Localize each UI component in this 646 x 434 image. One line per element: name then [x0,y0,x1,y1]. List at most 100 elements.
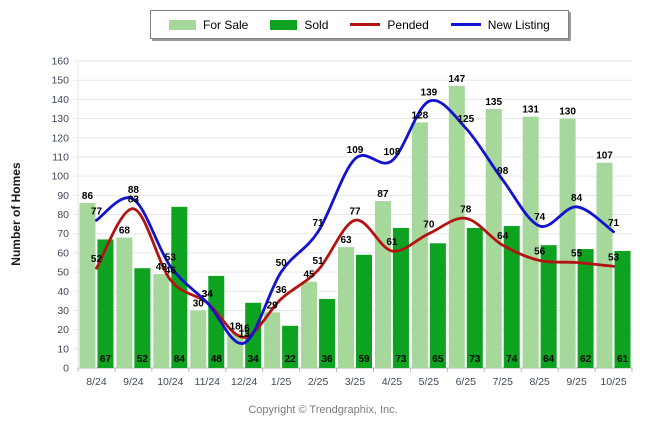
sold-value-label: 73 [395,354,407,365]
sold-value-label: 62 [580,354,592,365]
pended-value-label: 52 [91,254,103,265]
legend-label-sold: Sold [304,17,329,32]
new-listing-line [95,98,615,345]
x-tick-label: 9/24 [123,376,144,388]
bar-sold [134,268,151,368]
y-tick-label: 140 [51,94,69,106]
new-listing-value-label: 109 [347,145,364,156]
x-tick-label: 10/25 [600,376,626,388]
sold-value-label: 64 [543,354,555,365]
x-tick-label: 4/25 [382,376,403,388]
bar-sold [503,226,520,368]
sold-value-label: 48 [211,354,223,365]
bar-for-sale [153,273,170,368]
bar-sold [392,227,409,368]
new-listing-value-label: 125 [457,114,474,125]
sold-value-label: 74 [506,354,518,365]
pended-value-label: 53 [608,252,620,263]
for-sale-value-label: 45 [304,270,316,281]
bar-sold [614,250,631,368]
bar-for-sale [264,312,281,368]
for-sale-value-label: 130 [559,107,576,118]
y-tick-label: 20 [57,324,69,336]
for-sale-value-label: 30 [193,298,205,309]
chart-legend: For Sale Sold Pended New Listing [150,10,569,39]
x-tick-label: 6/25 [456,376,477,388]
new-listing-value-label: 71 [608,218,620,229]
pended-value-label: 34 [202,289,214,300]
y-tick-label: 130 [51,113,69,125]
bar-for-sale [79,202,96,368]
sold-swatch-icon [270,19,298,30]
bar-sold [466,227,483,368]
y-tick-label: 120 [51,132,69,144]
pended-value-label: 78 [460,204,472,215]
y-tick-label: 0 [63,363,69,375]
bar-for-sale [522,116,539,368]
new-listing-value-label: 50 [276,258,288,269]
bar-for-sale [338,247,354,368]
for-sale-value-label: 49 [156,262,168,273]
new-listing-value-label: 13 [239,329,251,340]
y-tick-label: 100 [51,171,69,183]
x-tick-label: 5/25 [419,376,440,388]
bar-for-sale [374,201,391,368]
x-tick-label: 8/24 [86,376,107,388]
pended-value-label: 64 [497,231,509,242]
for-sale-value-label: 68 [119,226,131,237]
y-tick-label: 10 [57,343,69,355]
sold-value-label: 65 [432,354,444,365]
y-tick-label: 160 [51,56,69,68]
bar-sold [356,254,372,368]
sold-value-label: 67 [100,354,112,365]
bar-sold [97,239,114,368]
legend-label-for-sale: For Sale [203,17,249,32]
y-axis-title: Number of Homes [9,162,23,266]
new-listing-line-icon [450,23,481,26]
for-sale-value-label: 87 [377,189,389,200]
for-sale-value-label: 18 [230,321,242,332]
pended-value-label: 55 [571,248,583,259]
pended-value-label: 83 [128,195,140,206]
pended-value-label: 56 [534,247,546,258]
legend-item-new-listing: New Listing [450,17,550,32]
bar-for-sale [190,310,207,368]
bar-sold [577,249,594,368]
x-tick-label: 1/25 [271,376,292,388]
y-tick-label: 90 [57,190,69,202]
pended-value-label: 61 [386,237,398,248]
pended-value-label: 70 [423,220,435,231]
y-tick-label: 110 [52,151,69,163]
sold-value-label: 61 [617,354,629,365]
bar-for-sale [301,281,318,368]
y-tick-label: 30 [57,305,69,317]
for-sale-swatch-icon [169,19,196,30]
for-sale-value-label: 29 [267,300,279,311]
pended-line [95,207,615,339]
new-listing-value-label: 74 [534,212,546,223]
y-tick-label: 60 [57,247,69,259]
legend-label-new-listing: New Listing [487,17,550,32]
bar-for-sale [448,85,465,368]
for-sale-value-label: 86 [82,191,94,202]
for-sale-value-label: 135 [485,97,502,108]
x-tick-label: 9/25 [566,376,587,388]
y-tick-label: 40 [57,286,69,298]
sold-value-label: 22 [285,354,297,365]
for-sale-value-label: 107 [596,151,613,162]
copyright-text: Copyright © Trendgraphix, Inc. [248,404,398,416]
x-tick-label: 7/25 [493,376,514,388]
x-tick-label: 12/24 [231,376,257,388]
x-tick-label: 10/24 [157,376,183,388]
bar-sold [208,275,225,368]
y-tick-label: 70 [57,228,69,240]
pended-value-label: 51 [313,256,325,267]
legend-item-pended: Pended [350,18,429,32]
pended-value-label: 77 [349,206,361,217]
x-tick-label: 2/25 [308,376,329,388]
x-tick-label: 11/24 [195,376,221,388]
for-sale-value-label: 147 [448,74,465,85]
legend-item-sold: Sold [270,18,328,32]
pended-value-label: 16 [239,323,251,334]
